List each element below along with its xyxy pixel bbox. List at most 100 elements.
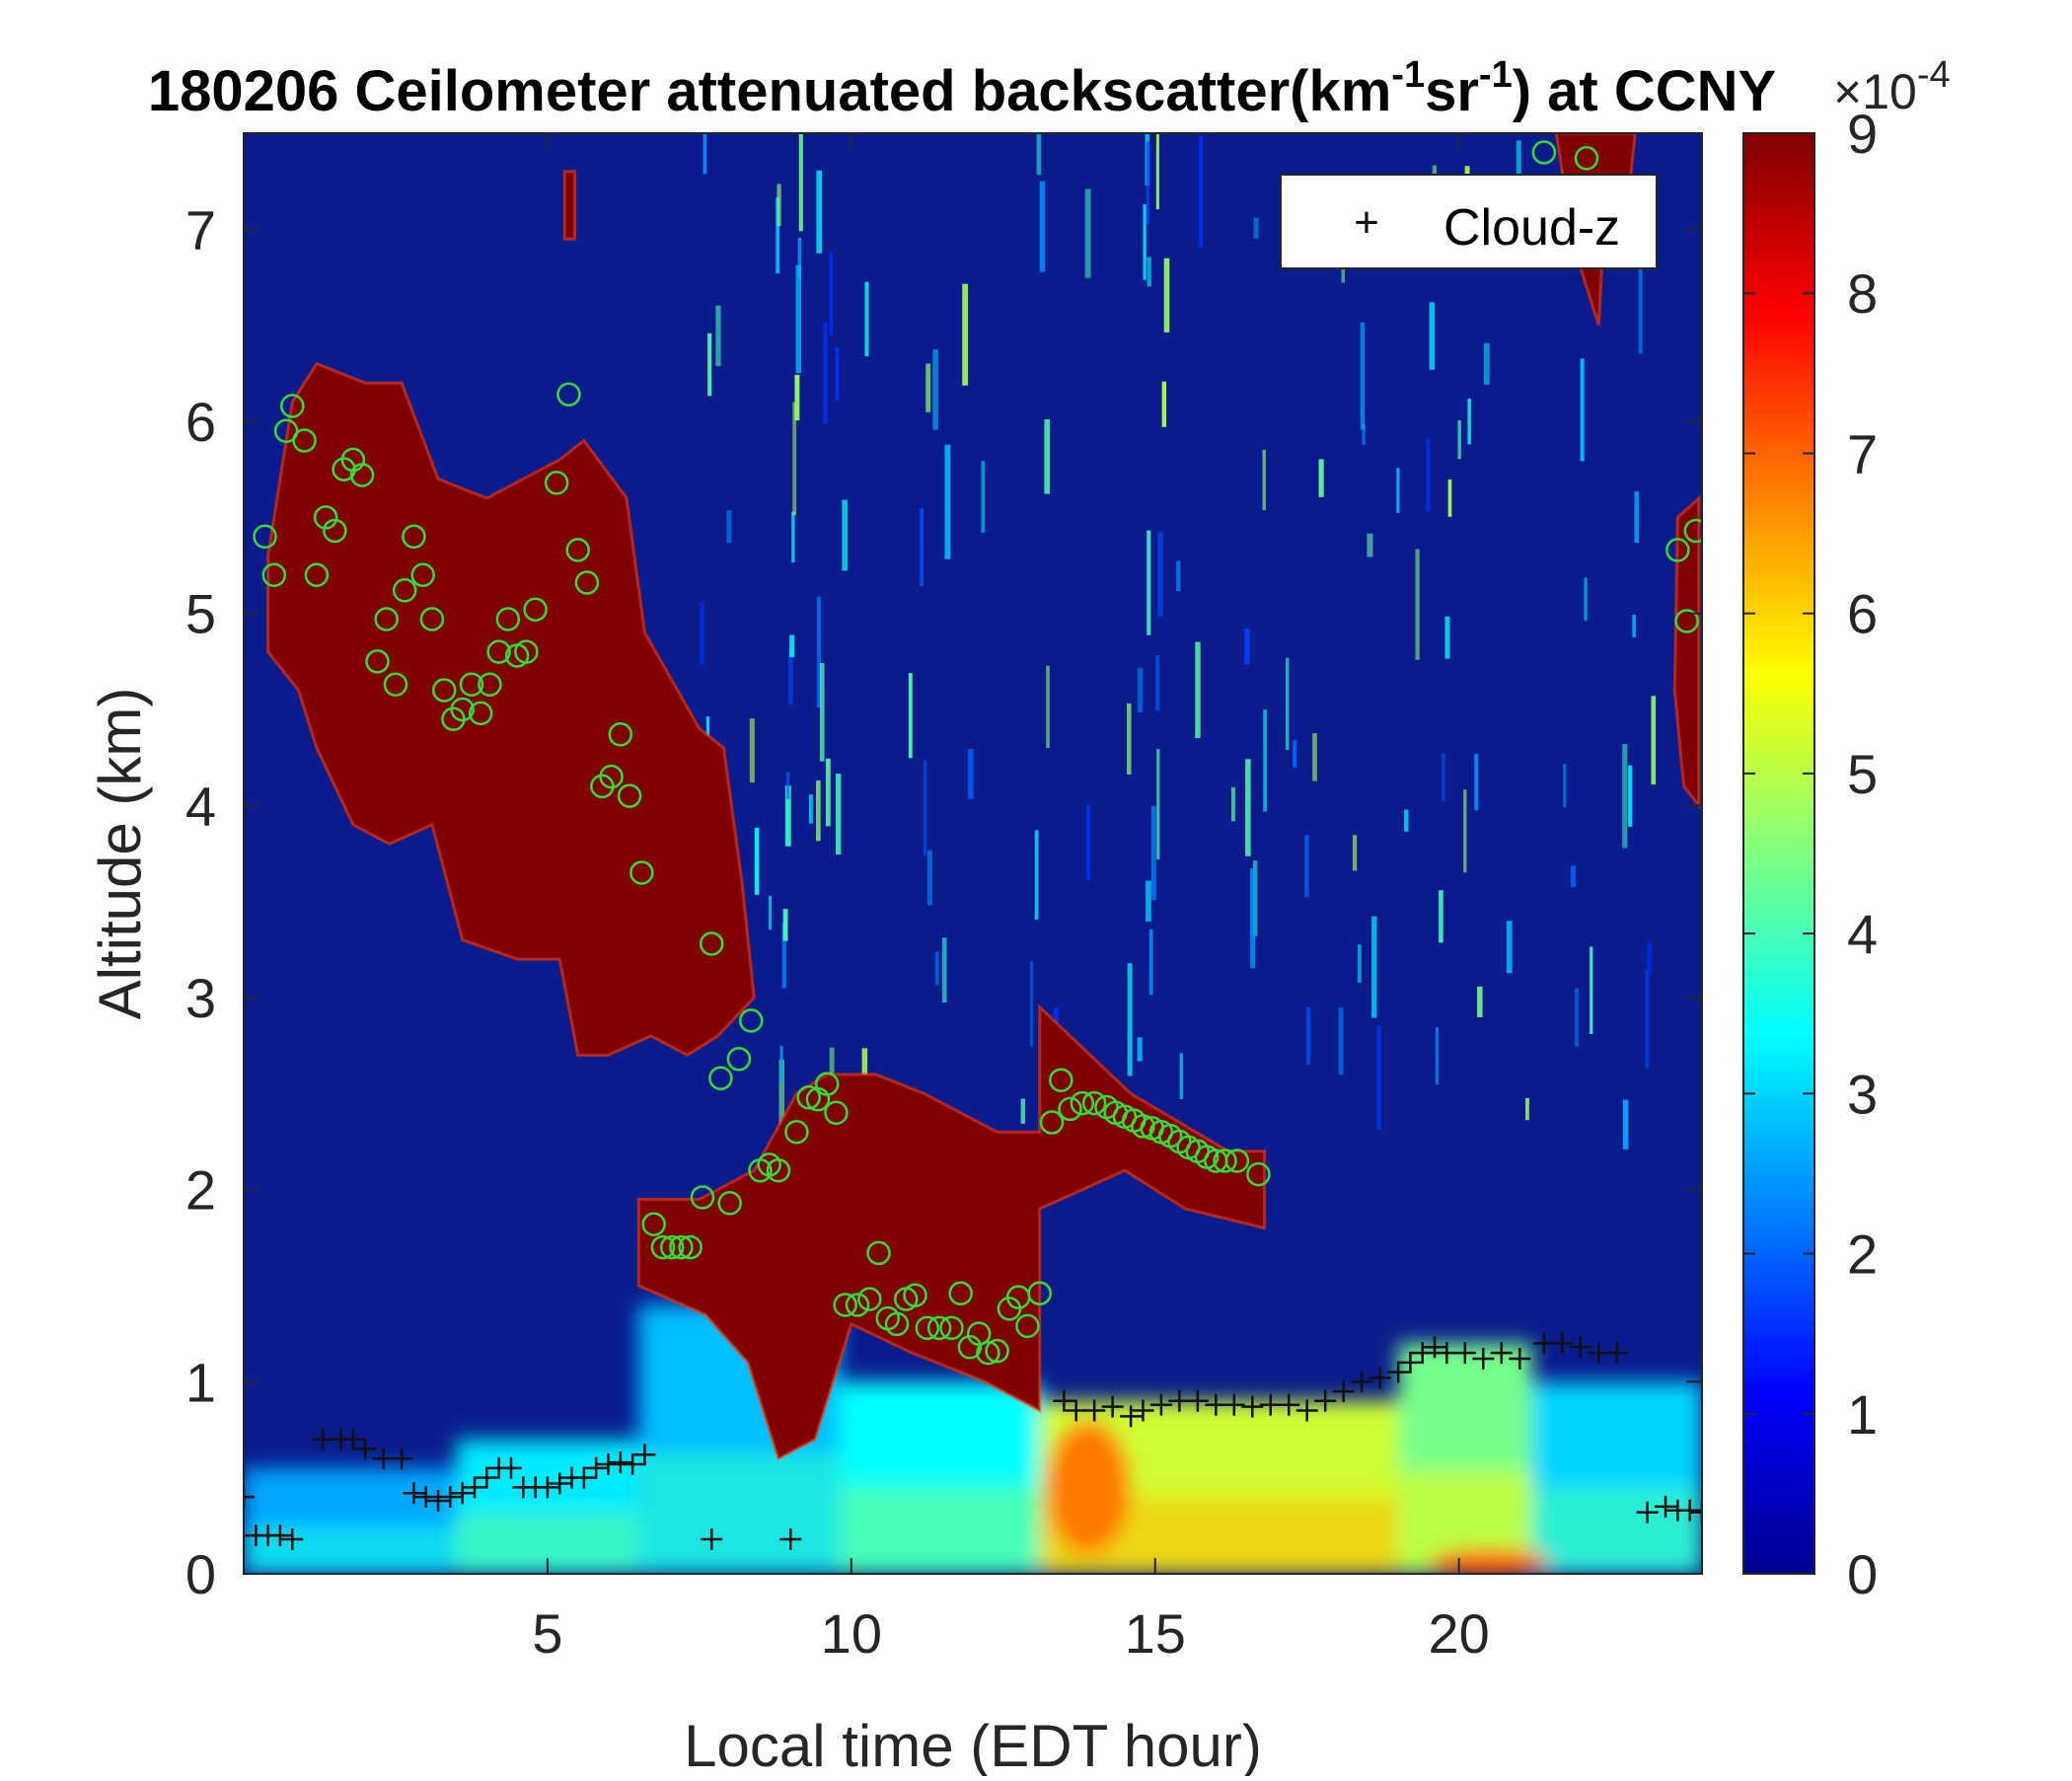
circle-marker [678,1234,703,1260]
cloud-z-marker [341,1428,364,1450]
circle-marker [903,1283,927,1307]
scatter-streak [797,238,802,279]
circle-marker [1049,1068,1073,1092]
circle-marker [957,1335,983,1360]
scatter-streak [927,850,932,906]
cloud-z-marker [391,1447,413,1470]
scatter-streak [1312,733,1317,781]
scatter-streak [776,197,780,274]
scatter-streak [1584,577,1588,621]
scatter-streak [1230,786,1235,822]
scatter-streak [1367,533,1373,557]
scatter-streak [1645,969,1650,1069]
scatter-streak [1318,459,1324,497]
x-axis: 5 10 15 20 [532,133,1490,1665]
scatter-streak [781,922,786,989]
cloud-z-marker [1314,1389,1337,1412]
circle-marker [1015,1313,1040,1339]
scatter-streak [1457,420,1461,460]
circle-marker [915,1315,940,1341]
scatter-streak [1036,133,1042,176]
scatter-streak [823,323,828,424]
scatter-streak [842,499,849,571]
scatter-streak [794,374,800,421]
scatter-streak [1034,830,1039,921]
cloud-z-marker [1278,1393,1300,1416]
cloud-z-marker [549,1472,571,1495]
scatter-streak [816,596,822,708]
cloud-z-marker [476,1466,498,1489]
y-tick-label: 5 [185,583,216,645]
cloud-z-marker [1132,1399,1154,1422]
scatter-streak [1155,133,1159,210]
circle-marker [617,783,642,808]
y-tick-label: 2 [185,1159,216,1222]
colorbar-tick-label: 6 [1847,583,1878,645]
scatter-streak [782,909,788,941]
cloud-z-marker [597,1453,620,1476]
cloud-z-marker [1205,1393,1227,1416]
scatter-streak [798,133,803,232]
cloud-z-marker [1453,1342,1476,1365]
scatter-streak [962,283,969,386]
scatter-streak [1338,1007,1344,1076]
cloud-z-marker [701,1527,723,1550]
colorbar-tick-label: 5 [1847,743,1878,805]
scatter-streak [1163,258,1170,333]
circle-marker [659,1234,685,1260]
scatter-streak [1622,744,1628,849]
circle-marker [486,639,511,664]
scatter-streak [726,510,732,544]
scatter-streak [825,758,831,827]
cloud-z-marker [1399,1351,1422,1373]
plot-frame [243,132,1703,1575]
scatter-streak [1285,657,1290,751]
scatter-streak [816,170,823,254]
scatter-streak [1651,696,1657,785]
scatter-streak [920,508,924,587]
cloud-z-marker [779,1527,802,1550]
cloud-z-marker [1241,1395,1264,1418]
scatter-streak [1580,358,1585,462]
boundary-layer-core-0 [244,1525,457,1574]
scatter-streak [981,461,986,533]
cloud-z-marker [585,1456,608,1479]
cloud-z-marker [572,1466,595,1489]
scatter-streak [1463,789,1467,873]
circle-marker [599,764,624,789]
cloud-z-marker [1065,1399,1087,1422]
circle-marker [926,1315,952,1341]
boundary-layer-core-6 [1531,1487,1702,1574]
scatter-streak [1179,1053,1183,1100]
scatter-streak [1029,961,1034,1047]
scatter-streak [932,349,938,430]
scatter-streak [749,718,755,783]
colorbar-tick-label: 2 [1847,1224,1878,1286]
cloud-region-high-cloud-early [266,361,756,1058]
cloud-z-marker [414,1486,437,1509]
circle-marker [608,722,633,747]
cloud-z-marker [427,1490,450,1513]
scatter-streak [923,760,927,856]
streaks [700,133,1657,1150]
x-tick-label: 10 [821,1602,882,1665]
scatter-streak [778,1059,785,1131]
scatter-streak [1157,532,1163,617]
y-tick-label: 1 [185,1351,216,1413]
scatter-streak [1570,865,1577,888]
circle-marker [966,1321,992,1346]
y-tick-label: 3 [185,967,216,1029]
cloud-z-marker [1083,1399,1106,1422]
circle-marker [845,1293,870,1317]
scatter-streak [1293,739,1297,768]
circle-marker [629,860,654,885]
cloud-z-marker [1636,1501,1659,1523]
scatter-streak [1127,963,1133,1076]
scatter-streak [1161,381,1167,427]
scatter-streak [700,601,704,665]
title-sup-1: -1 [1391,54,1425,96]
cloud-region-high-cloud-late-right [1672,494,1701,810]
scatter-streak [1253,217,1259,239]
scatter-streak [1563,764,1567,808]
scatter-streak [967,749,974,799]
